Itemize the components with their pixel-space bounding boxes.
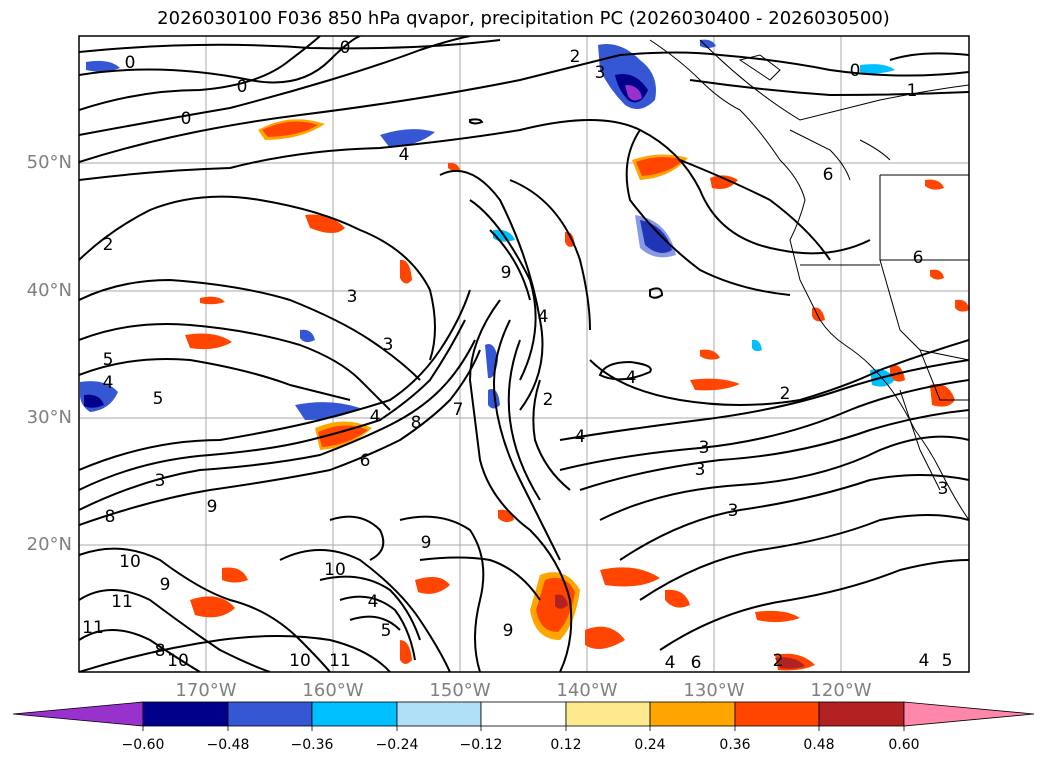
contour-label: 3 xyxy=(347,287,358,307)
contour-label: 10 xyxy=(167,651,189,671)
contour-label: 4 xyxy=(538,307,549,327)
colorbar-tick-label: −0.24 xyxy=(375,737,419,753)
contour-label: 0 xyxy=(850,61,861,81)
contour-label: 5 xyxy=(942,651,953,671)
contour-label: 3 xyxy=(383,335,394,355)
contour-label: 11 xyxy=(82,618,104,638)
contour-label: 11 xyxy=(329,651,351,671)
contour-label: 10 xyxy=(119,552,141,572)
contour-label: 8 xyxy=(155,641,166,661)
colorbar-tick-label: 0.48 xyxy=(803,737,835,753)
contour-label: 0 xyxy=(181,109,192,129)
contour-label: 3 xyxy=(695,460,706,480)
colorbar xyxy=(12,701,1035,731)
contour-label: 3 xyxy=(155,471,166,491)
contour-label: 6 xyxy=(913,248,924,268)
colorbar-tick-label: −0.60 xyxy=(121,737,165,753)
contour-label: 0 xyxy=(340,38,351,58)
contour-label: 5 xyxy=(153,389,164,409)
contour-label: 2 xyxy=(103,235,114,255)
contour-lines xyxy=(79,36,969,672)
colorbar-tick-label: −0.12 xyxy=(459,737,503,753)
lat-label: 50°N xyxy=(26,152,72,173)
colorbar-tick-label: −0.48 xyxy=(206,737,250,753)
colorbar-tick-label: 0.60 xyxy=(888,737,920,753)
contour-label: 2 xyxy=(570,47,581,67)
contour-label: 5 xyxy=(381,621,392,641)
contour-label: 3 xyxy=(699,438,710,458)
contour-label: 9 xyxy=(160,575,171,595)
contour-label: 4 xyxy=(665,653,676,673)
contour-label: 2 xyxy=(773,651,784,671)
colorbar-extend-high xyxy=(903,701,1035,727)
contour-label: 2 xyxy=(780,384,791,404)
lat-label: 20°N xyxy=(26,534,72,555)
contour-label: 1 xyxy=(907,81,918,101)
precip-positive-regions xyxy=(185,119,969,671)
contour-label: 4 xyxy=(368,592,379,612)
map-border xyxy=(78,35,970,673)
lon-label: 170°W xyxy=(175,680,237,701)
contour-label: 0 xyxy=(237,77,248,97)
contour-label: 3 xyxy=(595,63,606,83)
contour-label: 9 xyxy=(421,533,432,553)
lon-label: 130°W xyxy=(683,680,745,701)
lon-label: 140°W xyxy=(556,680,618,701)
contour-label: 5 xyxy=(103,350,114,370)
contour-label: 9 xyxy=(207,497,218,517)
contour-label: 3 xyxy=(728,501,739,521)
contour-label: 9 xyxy=(503,621,514,641)
contour-label: 4 xyxy=(370,407,381,427)
contour-label: 0 xyxy=(125,53,136,73)
lat-label: 30°N xyxy=(26,407,72,428)
contour-label: 10 xyxy=(324,560,346,580)
contour-label: 8 xyxy=(105,507,116,527)
contour-label: 6 xyxy=(823,165,834,185)
contour-label: 9 xyxy=(501,263,512,283)
contour-label: 10 xyxy=(289,651,311,671)
map-title: 2026030100 F036 850 hPa qvapor, precipit… xyxy=(157,8,890,29)
contour-label: 4 xyxy=(575,427,586,447)
colorbar-tick-label: 0.36 xyxy=(719,737,751,753)
colorbar-tick-label: 0.12 xyxy=(550,737,582,753)
contour-label: 4 xyxy=(399,145,410,165)
colorbar-tick-label: 0.24 xyxy=(634,737,666,753)
contour-label: 8 xyxy=(411,413,422,433)
contour-label: 2 xyxy=(543,390,554,410)
lat-label: 40°N xyxy=(26,280,72,301)
contour-labels: 0 0 0 0 2 3 0 1 4 2 6 6 3 9 4 5 4 5 3 7 … xyxy=(82,38,953,673)
contour-label: 6 xyxy=(691,653,702,673)
contour-label: 4 xyxy=(919,651,930,671)
contour-label: 6 xyxy=(360,451,371,471)
lon-label: 150°W xyxy=(429,680,491,701)
contour-label: 4 xyxy=(103,373,114,393)
colorbar-extend-low xyxy=(12,701,144,727)
lon-label: 120°W xyxy=(810,680,872,701)
contour-label: 11 xyxy=(111,592,133,612)
contour-label: 7 xyxy=(453,400,464,420)
colorbar-tick-label: −0.36 xyxy=(290,737,334,753)
lon-label: 160°W xyxy=(302,680,364,701)
map-area xyxy=(79,36,969,672)
contour-label: 4 xyxy=(626,368,637,388)
contour-label: 3 xyxy=(938,479,949,499)
